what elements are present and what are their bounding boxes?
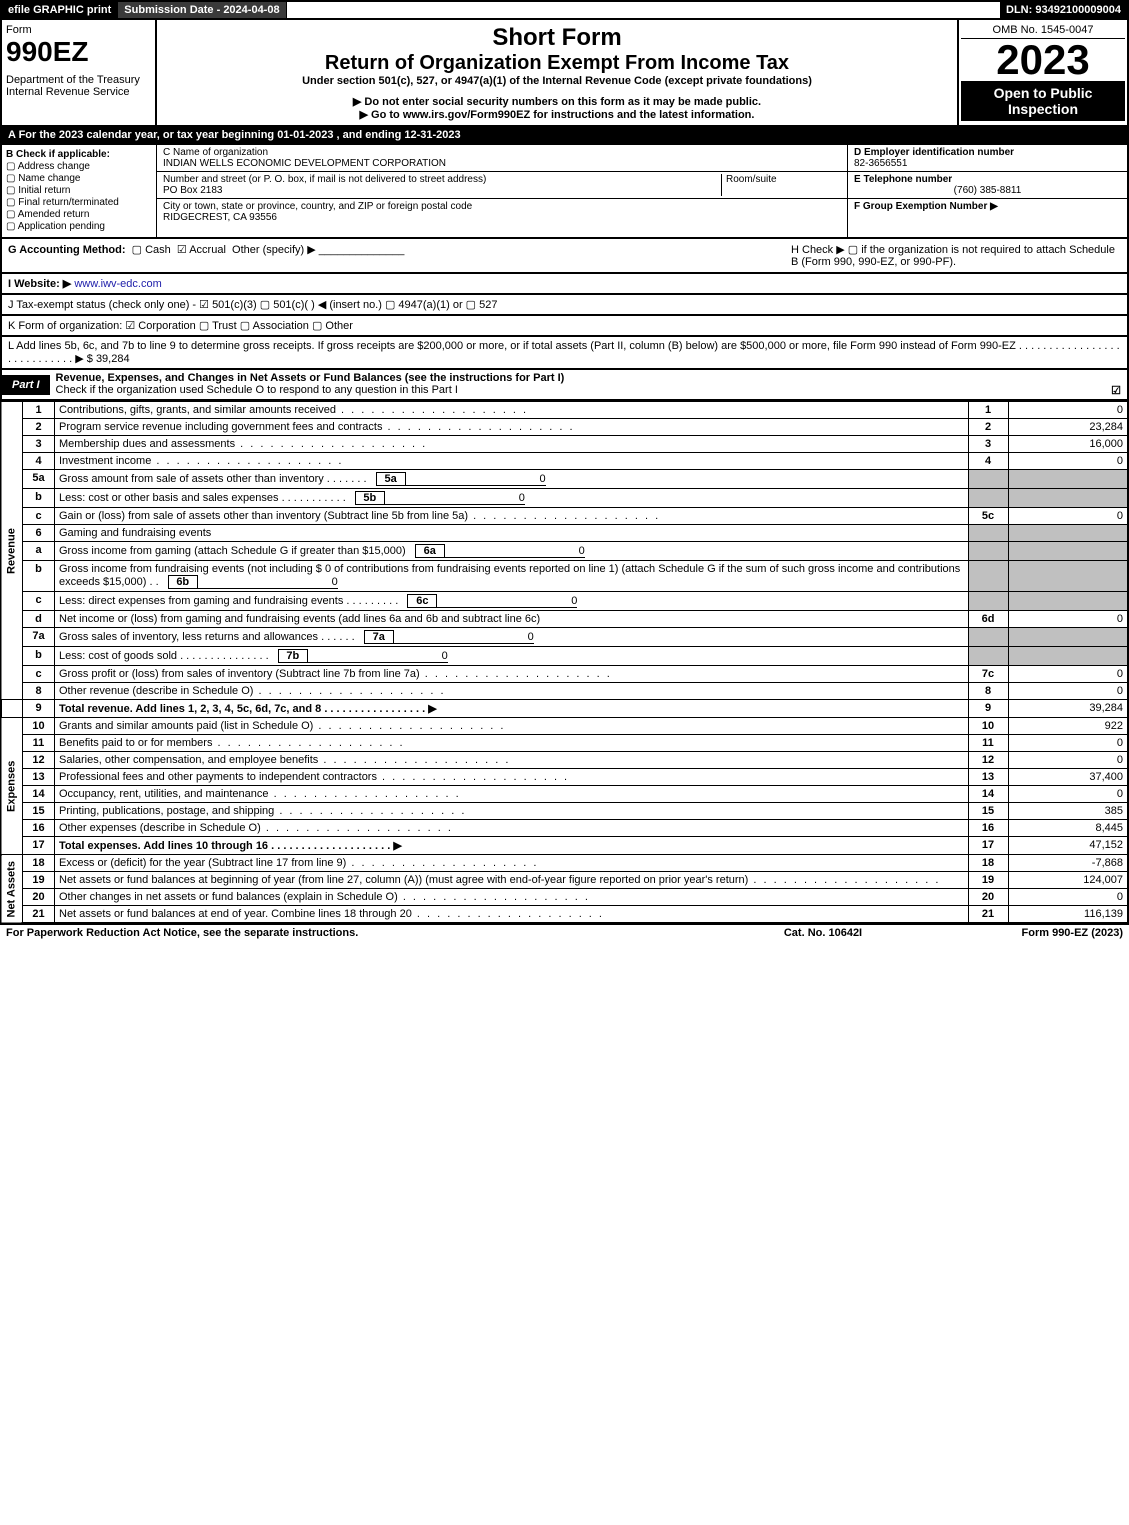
- chk-final[interactable]: ▢ Final return/terminated: [6, 197, 152, 208]
- line-11: Benefits paid to or for members: [55, 735, 969, 752]
- section-c: C Name of organization INDIAN WELLS ECON…: [157, 145, 847, 237]
- row-a-calendar: A For the 2023 calendar year, or tax yea…: [0, 127, 1129, 145]
- chk-amended[interactable]: ▢ Amended return: [6, 209, 152, 220]
- row-k: K Form of organization: ☑ Corporation ▢ …: [0, 316, 1129, 337]
- org-city: RIDGECREST, CA 93556: [163, 212, 277, 223]
- form-ident: Form 990EZ Department of the Treasury In…: [2, 20, 157, 125]
- chk-pending[interactable]: ▢ Application pending: [6, 221, 152, 232]
- section-b: B Check if applicable: ▢ Address change …: [2, 145, 157, 237]
- line-7c: Gross profit or (loss) from sales of inv…: [55, 666, 969, 683]
- line-12: Salaries, other compensation, and employ…: [55, 752, 969, 769]
- ein: 82-3656551: [854, 158, 907, 169]
- e-label: E Telephone number: [854, 174, 952, 185]
- line-7a: Gross sales of inventory, less returns a…: [55, 628, 969, 647]
- open-public: Open to Public Inspection: [961, 81, 1125, 121]
- chk-name[interactable]: ▢ Name change: [6, 173, 152, 184]
- g-cash[interactable]: Cash: [145, 244, 171, 256]
- part-i-table: Revenue 1Contributions, gifts, grants, a…: [0, 401, 1129, 924]
- line-7b: Less: cost of goods sold . . . . . . . .…: [55, 647, 969, 666]
- return-title: Return of Organization Exempt From Incom…: [161, 52, 953, 75]
- c-label: C Name of organization: [163, 147, 268, 158]
- form-header: Form 990EZ Department of the Treasury In…: [0, 20, 1129, 127]
- line-6b: Gross income from fundraising events (no…: [55, 561, 969, 592]
- footer-form: Form 990-EZ (2023): [923, 927, 1123, 939]
- part-i-title: Revenue, Expenses, and Changes in Net As…: [50, 370, 1127, 399]
- row-h: H Check ▶ ▢ if the organization is not r…: [791, 243, 1121, 268]
- line-19: Net assets or fund balances at beginning…: [55, 872, 969, 889]
- netassets-label: Net Assets: [1, 855, 23, 924]
- row-i: I Website: ▶ www.iwv-edc.com: [0, 274, 1129, 295]
- footer-left: For Paperwork Reduction Act Notice, see …: [6, 927, 723, 939]
- line-5c: Gain or (loss) from sale of assets other…: [55, 508, 969, 525]
- g-other[interactable]: Other (specify) ▶: [232, 244, 316, 256]
- line-3: Membership dues and assessments: [55, 436, 969, 453]
- line-9: Total revenue. Add lines 1, 2, 3, 4, 5c,…: [55, 700, 969, 718]
- form-number: 990EZ: [6, 36, 151, 68]
- line-5a: Gross amount from sale of assets other t…: [55, 470, 969, 489]
- line-6: Gaming and fundraising events: [55, 525, 969, 542]
- line-21: Net assets or fund balances at end of ye…: [55, 906, 969, 924]
- f-label: F Group Exemption Number ▶: [854, 201, 998, 212]
- section-def: D Employer identification number82-36565…: [847, 145, 1127, 237]
- header-right: OMB No. 1545-0047 2023 Open to Public In…: [957, 20, 1127, 125]
- form-title-block: Short Form Return of Organization Exempt…: [157, 20, 957, 125]
- row-gh: G Accounting Method: ▢ Cash ☑ Accrual Ot…: [0, 239, 1129, 274]
- footer-cat: Cat. No. 10642I: [723, 927, 923, 939]
- efile-label[interactable]: efile GRAPHIC print: [2, 2, 118, 18]
- line-14: Occupancy, rent, utilities, and maintena…: [55, 786, 969, 803]
- submission-date: Submission Date - 2024-04-08: [118, 2, 286, 18]
- under-section: Under section 501(c), 527, or 4947(a)(1)…: [161, 75, 953, 87]
- g-label: G Accounting Method:: [8, 244, 126, 256]
- room-suite: Room/suite: [721, 174, 841, 196]
- info-block: B Check if applicable: ▢ Address change …: [0, 145, 1129, 239]
- dept-treasury: Department of the Treasury Internal Reve…: [6, 74, 151, 98]
- line-18: Excess or (deficit) for the year (Subtra…: [55, 855, 969, 872]
- org-name: INDIAN WELLS ECONOMIC DEVELOPMENT CORPOR…: [163, 158, 446, 169]
- line-6a: Gross income from gaming (attach Schedul…: [55, 542, 969, 561]
- line-1: Contributions, gifts, grants, and simila…: [55, 402, 969, 419]
- line-6d: Net income or (loss) from gaming and fun…: [55, 611, 969, 628]
- l-val: 39,284: [96, 353, 130, 365]
- dln-label: DLN: 93492100009004: [1000, 2, 1127, 18]
- website-link[interactable]: www.iwv-edc.com: [74, 278, 161, 290]
- line-15: Printing, publications, postage, and shi…: [55, 803, 969, 820]
- line-2: Program service revenue including govern…: [55, 419, 969, 436]
- addr-label: Number and street (or P. O. box, if mail…: [163, 174, 486, 185]
- line-16: Other expenses (describe in Schedule O): [55, 820, 969, 837]
- row-l: L Add lines 5b, 6c, and 7b to line 9 to …: [0, 337, 1129, 370]
- revenue-label: Revenue: [1, 402, 23, 700]
- form-word: Form: [6, 24, 151, 36]
- chk-initial[interactable]: ▢ Initial return: [6, 185, 152, 196]
- line-6c: Less: direct expenses from gaming and fu…: [55, 592, 969, 611]
- chk-address[interactable]: ▢ Address change: [6, 161, 152, 172]
- goto-link[interactable]: ▶ Go to www.irs.gov/Form990EZ for instru…: [161, 108, 953, 121]
- expenses-label: Expenses: [1, 718, 23, 855]
- part-i-checkbox[interactable]: ☑: [1111, 384, 1121, 397]
- row-j: J Tax-exempt status (check only one) - ☑…: [0, 295, 1129, 316]
- short-form-title: Short Form: [161, 24, 953, 52]
- ssn-note: ▶ Do not enter social security numbers o…: [161, 95, 953, 108]
- phone: (760) 385-8811: [854, 185, 1121, 196]
- org-addr: PO Box 2183: [163, 185, 222, 196]
- line-5b: Less: cost or other basis and sales expe…: [55, 489, 969, 508]
- top-bar: efile GRAPHIC print Submission Date - 20…: [0, 0, 1129, 20]
- l-text: L Add lines 5b, 6c, and 7b to line 9 to …: [8, 340, 1120, 365]
- line-10: Grants and similar amounts paid (list in…: [55, 718, 969, 735]
- line-13: Professional fees and other payments to …: [55, 769, 969, 786]
- g-accrual[interactable]: Accrual: [189, 244, 226, 256]
- line-17: Total expenses. Add lines 10 through 16 …: [55, 837, 969, 855]
- i-label: I Website: ▶: [8, 278, 71, 290]
- part-i-header: Part I Revenue, Expenses, and Changes in…: [0, 370, 1129, 401]
- tax-year: 2023: [961, 39, 1125, 81]
- line-20: Other changes in net assets or fund bala…: [55, 889, 969, 906]
- line-8: Other revenue (describe in Schedule O): [55, 683, 969, 700]
- page-footer: For Paperwork Reduction Act Notice, see …: [0, 924, 1129, 941]
- d-label: D Employer identification number: [854, 147, 1014, 158]
- part-i-tag: Part I: [2, 375, 50, 395]
- line-4: Investment income: [55, 453, 969, 470]
- city-label: City or town, state or province, country…: [163, 201, 472, 212]
- section-b-title: B Check if applicable:: [6, 149, 110, 160]
